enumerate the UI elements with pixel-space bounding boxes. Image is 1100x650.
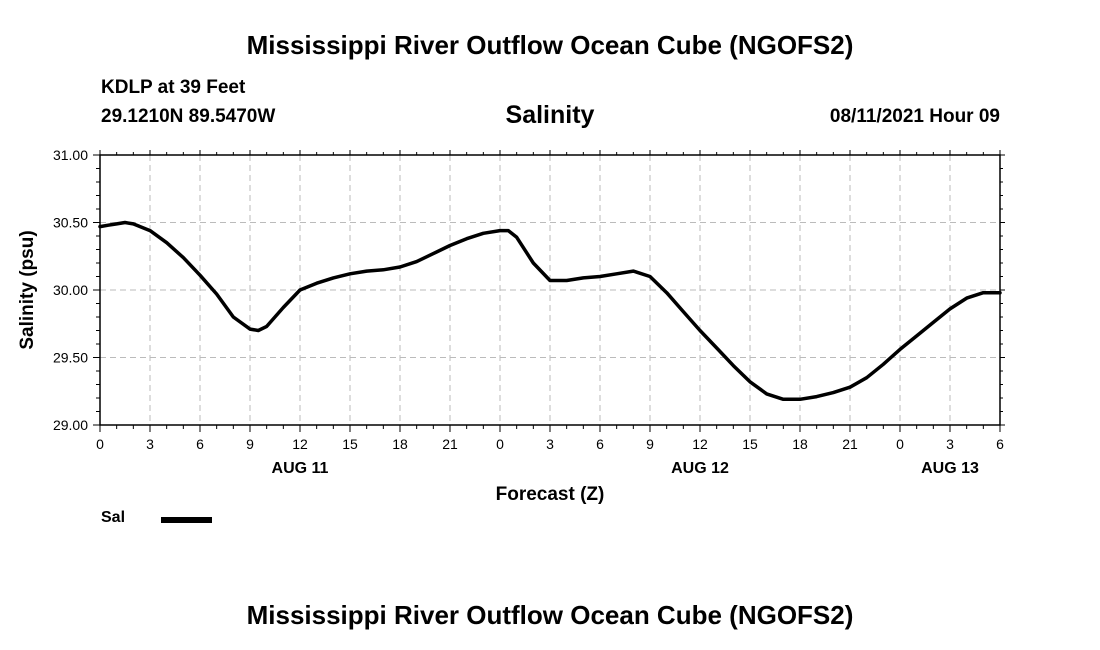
date-label: AUG 11 <box>272 460 329 477</box>
legend-line-swatch <box>161 517 212 523</box>
chart-labels: 0 3 6 9 12 15 18 21 0 3 6 9 12 15 18 21 0 3 6 29.00 29.50 30.… <box>53 147 1004 477</box>
x-tick-label: 3 <box>146 436 154 452</box>
x-tick-label: 6 <box>596 436 604 452</box>
x-tick-label: 3 <box>946 436 954 452</box>
salinity-series-line <box>98 220 1002 402</box>
x-axis-label: Forecast (Z) <box>496 484 605 505</box>
legend-label: Sal <box>101 509 126 526</box>
y-tick-label: 30.00 <box>53 282 88 298</box>
x-tick-label: 6 <box>196 436 204 452</box>
x-tick-label: 9 <box>246 436 254 452</box>
x-tick-label: 21 <box>842 436 858 452</box>
x-tick-label: 6 <box>996 436 1004 452</box>
x-tick-label: 18 <box>792 436 808 452</box>
x-tick-label: 0 <box>896 436 904 452</box>
y-tick-label: 31.00 <box>53 147 88 163</box>
chart-ticks <box>93 150 1005 432</box>
plot-frame <box>99 154 1001 426</box>
x-tick-label: 18 <box>392 436 408 452</box>
y-tick-label: 29.50 <box>53 350 88 366</box>
x-tick-label: 15 <box>742 436 758 452</box>
y-tick-label: 29.00 <box>53 417 88 433</box>
x-tick-label: 21 <box>442 436 458 452</box>
x-tick-label: 0 <box>96 436 104 452</box>
date-label: AUG 13 <box>921 460 979 477</box>
y-axis-label: Salinity (psu) <box>17 230 38 349</box>
x-tick-label: 3 <box>546 436 554 452</box>
page-title: Mississippi River Outflow Ocean Cube (NG… <box>246 30 854 60</box>
x-tick-label: 0 <box>496 436 504 452</box>
x-tick-label: 12 <box>292 436 308 452</box>
station-label: KDLP at 39 Feet <box>101 77 246 98</box>
footer-title: Mississippi River Outflow Ocean Cube (NG… <box>246 600 854 630</box>
datetime-label: 08/11/2021 Hour 09 <box>829 106 1000 127</box>
date-label: AUG 12 <box>671 460 729 477</box>
x-tick-label: 15 <box>342 436 358 452</box>
chart-grid <box>100 155 1000 425</box>
y-tick-label: 30.50 <box>53 215 88 231</box>
x-tick-label: 9 <box>646 436 654 452</box>
x-tick-label: 12 <box>692 436 708 452</box>
variable-title: Salinity <box>505 101 595 129</box>
coordinates-label: 29.1210N 89.5470W <box>101 106 276 127</box>
